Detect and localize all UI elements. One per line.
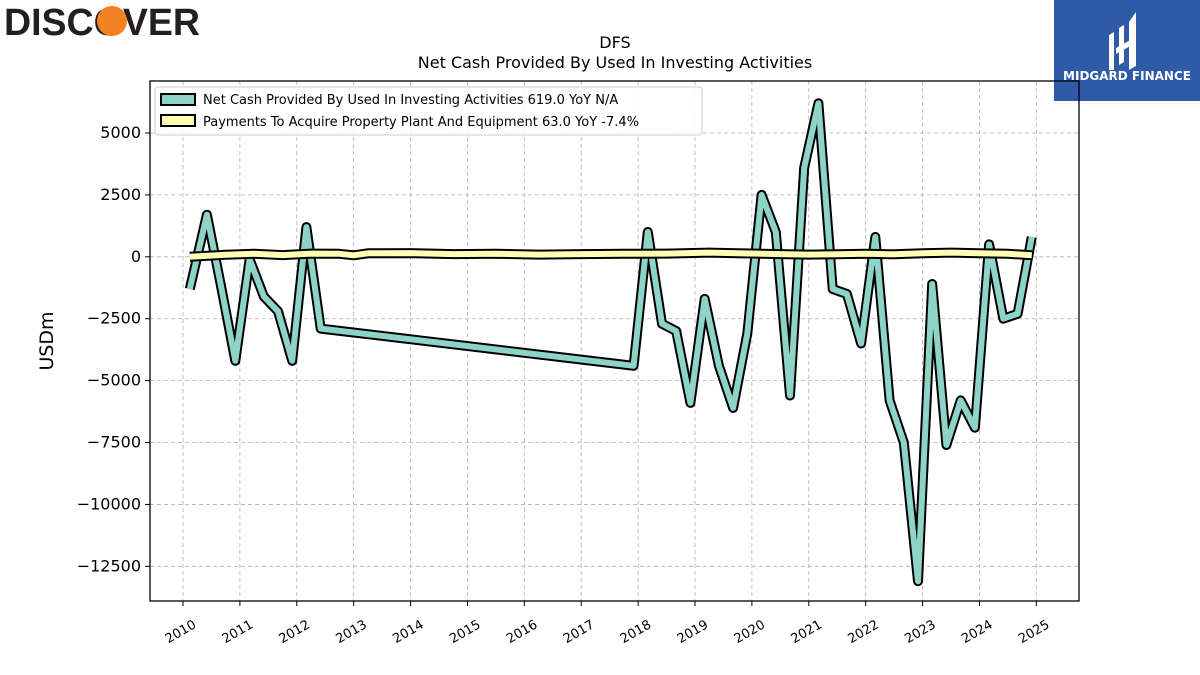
chart-title: DFS (599, 33, 630, 52)
x-tick-label: 2018 (618, 617, 654, 647)
x-tick-label: 2016 (504, 617, 540, 647)
y-tick-label: 5000 (100, 123, 141, 142)
y-tick-label: −12500 (77, 556, 141, 575)
y-tick-label: −5000 (87, 371, 141, 390)
series-1-line (186, 100, 1035, 585)
x-tick-label: 2017 (561, 617, 597, 647)
legend: Net Cash Provided By Used In Investing A… (154, 86, 703, 136)
legend-swatch-series-1 (160, 93, 196, 106)
x-tick-label: 2013 (334, 617, 370, 647)
y-tick-label: 2500 (100, 185, 141, 204)
x-tick-label: 2023 (902, 617, 938, 647)
series-lines (184, 98, 1037, 587)
y-tick-label: −7500 (87, 433, 141, 452)
y-axis: 5000 2500 0 −2500 −5000 −7500 −10000 −12500 (77, 123, 150, 575)
x-tick-label: 2019 (675, 617, 711, 647)
plot-frame (149, 80, 1080, 602)
x-tick-label: 2011 (220, 617, 256, 647)
x-tick-label: 2024 (959, 617, 995, 647)
x-tick-label: 2020 (732, 617, 768, 647)
x-tick-label: 2015 (447, 617, 483, 647)
midgard-logo-text: MIDGARD FINANCE (1063, 69, 1191, 83)
y-axis-label: USDm (36, 311, 58, 370)
series-2-line (189, 249, 1032, 260)
midgard-monogram-icon (1109, 12, 1136, 70)
midgard-finance-logo: MIDGARD FINANCE (1054, 0, 1200, 101)
legend-swatch-series-2 (160, 114, 196, 127)
y-tick-label: −2500 (87, 309, 141, 328)
chart-subtitle: Net Cash Provided By Used In Investing A… (418, 53, 812, 72)
x-tick-label: 2022 (846, 617, 882, 647)
y-tick-label: 0 (131, 247, 141, 266)
x-tick-label: 2014 (390, 617, 426, 647)
x-tick-label: 2012 (277, 617, 313, 647)
x-tick-label: 2021 (789, 617, 825, 647)
discover-orange-dot (97, 6, 127, 36)
legend-label-series-2: Payments To Acquire Property Plant And E… (203, 115, 639, 130)
series-1-outline (184, 98, 1037, 587)
legend-label-series-1: Net Cash Provided By Used In Investing A… (203, 93, 618, 108)
discover-logo: DISCOVER (4, 2, 200, 42)
x-tick-label: 2010 (163, 617, 199, 647)
y-tick-label: −10000 (77, 494, 141, 513)
x-tick-label: 2025 (1016, 617, 1052, 647)
x-axis: 2010 2011 2012 2013 2014 2015 2016 2017 2018 2019… (163, 601, 1052, 647)
legend-box (154, 86, 703, 136)
